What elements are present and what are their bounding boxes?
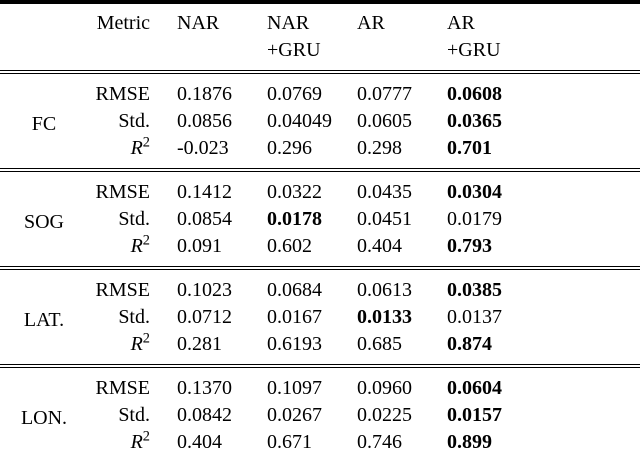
metric-label: Std. [118,208,150,230]
row-group-label: FC [31,113,57,135]
metric-label: Std. [118,404,150,426]
table-cell: 0.0960 [357,377,412,399]
table-cell: 0.0769 [267,83,322,105]
table-row: FC RMSE 0.1876 0.0769 0.0777 0.0608 [0,72,640,135]
table-cell-best: 0.0133 [357,306,412,328]
row-group-lon: LON. RMSE 0.1370 0.1097 0.0960 0.0604 Std. 0.08… [0,366,640,450]
table-cell-best: 0.0365 [447,110,502,132]
table-row: Std. 0.0842 0.0267 0.0225 0.0157 [0,402,640,429]
table-cell: 0.091 [177,235,222,257]
metric-label: RMSE [95,181,150,203]
metric-label: RMSE [95,279,150,301]
table-cell: 0.0777 [357,83,412,105]
table-cell-best: 0.0304 [447,181,502,203]
table-cell: 0.0225 [357,404,412,426]
header-col-label: AR [357,12,385,34]
header-empty-cell [0,2,88,72]
header-col-label-line2: +GRU [447,39,501,61]
table-row: R2 0.091 0.602 0.404 0.793 [0,233,640,268]
metric-label: R2 [130,232,150,257]
header-col-nar-gru: NAR +GRU [250,2,340,72]
table-cell-best: 0.0178 [267,208,322,230]
row-group-fc: FC RMSE 0.1876 0.0769 0.0777 0.0608 Std. 0.0856… [0,72,640,170]
table-row: Std. 0.0854 0.0178 0.0451 0.0179 [0,206,640,233]
table-cell: 0.6193 [267,333,322,355]
table-cell: 0.0322 [267,181,322,203]
table-cell-best: 0.0608 [447,83,502,105]
table-cell: 0.685 [357,333,402,355]
table-cell: 0.0712 [177,306,232,328]
table-cell: 0.1370 [177,377,232,399]
metric-label: Std. [118,110,150,132]
table-row: LON. RMSE 0.1370 0.1097 0.0960 0.0604 [0,366,640,429]
table-cell: 0.1097 [267,377,322,399]
table-cell: 0.1412 [177,181,232,203]
metric-label: RMSE [95,377,150,399]
row-group-lat: LAT. RMSE 0.1023 0.0684 0.0613 0.0385 Std. 0.07… [0,268,640,366]
table-cell: 0.1023 [177,279,232,301]
table-cell: 0.0856 [177,110,232,132]
table-cell: 0.0267 [267,404,322,426]
table-row: Std. 0.0856 0.04049 0.0605 0.0365 [0,108,640,135]
table-cell: 0.0451 [357,208,412,230]
table-row: R2 0.281 0.6193 0.685 0.874 [0,331,640,366]
table-cell: 0.1876 [177,83,232,105]
table-cell: 0.0684 [267,279,322,301]
table-cell-best: 0.874 [447,333,492,355]
header-col-label: NAR [177,12,220,34]
row-group-label: LON. [20,407,68,429]
table-cell: 0.296 [267,137,312,159]
table-row: LAT. RMSE 0.1023 0.0684 0.0613 0.0385 [0,268,640,331]
table-cell: 0.0179 [447,208,502,230]
table-cell: 0.0137 [447,306,502,328]
table-cell-best: 0.0157 [447,404,502,426]
header-col-nar: NAR [160,2,250,72]
table-cell: 0.0842 [177,404,232,426]
table-cell: 0.602 [267,235,312,257]
table-cell: 0.0605 [357,110,412,132]
table-cell: -0.023 [177,137,229,159]
table-cell: 0.0613 [357,279,412,301]
row-group-label: SOG [23,211,64,233]
row-group-sog: SOG RMSE 0.1412 0.0322 0.0435 0.0304 Std. 0.085… [0,170,640,268]
table-cell: 0.0167 [267,306,322,328]
table-cell-best: 0.899 [447,431,492,450]
metric-label: R2 [130,134,150,159]
table-cell: 0.0854 [177,208,232,230]
table-cell-best: 0.0604 [447,377,502,399]
table-row: SOG RMSE 0.1412 0.0322 0.0435 0.0304 [0,170,640,233]
metric-label: R2 [130,330,150,355]
table-cell-best: 0.793 [447,235,492,257]
row-group-label: LAT. [23,309,65,331]
table-cell: 0.298 [357,137,402,159]
table-cell: 0.04049 [267,110,332,132]
table-cell: 0.404 [177,431,222,450]
table-row: R2 -0.023 0.296 0.298 0.701 [0,135,640,170]
table-cell-best: 0.0385 [447,279,502,301]
table-cell: 0.281 [177,333,222,355]
table-row: R2 0.404 0.671 0.746 0.899 [0,429,640,450]
header-col-ar-gru: AR +GRU [430,2,640,72]
table-row: Std. 0.0712 0.0167 0.0133 0.0137 [0,304,640,331]
header-col-ar: AR [340,2,430,72]
table-cell: 0.671 [267,431,312,450]
table-cell: 0.404 [357,235,402,257]
header-col-label-line2: +GRU [267,39,321,61]
table-header: Metric NAR NAR +GRU AR AR +GRU [0,2,640,72]
table-cell: 0.0435 [357,181,412,203]
metric-label: RMSE [95,83,150,105]
header-col-label: AR [447,12,475,34]
header-col-label: NAR [267,12,310,34]
header-metric: Metric [96,12,150,34]
header-row: Metric NAR NAR +GRU AR AR +GRU [0,2,640,72]
table-cell: 0.746 [357,431,402,450]
metric-label: R2 [130,428,150,450]
table-cell-best: 0.701 [447,137,492,159]
metric-label: Std. [118,306,150,328]
